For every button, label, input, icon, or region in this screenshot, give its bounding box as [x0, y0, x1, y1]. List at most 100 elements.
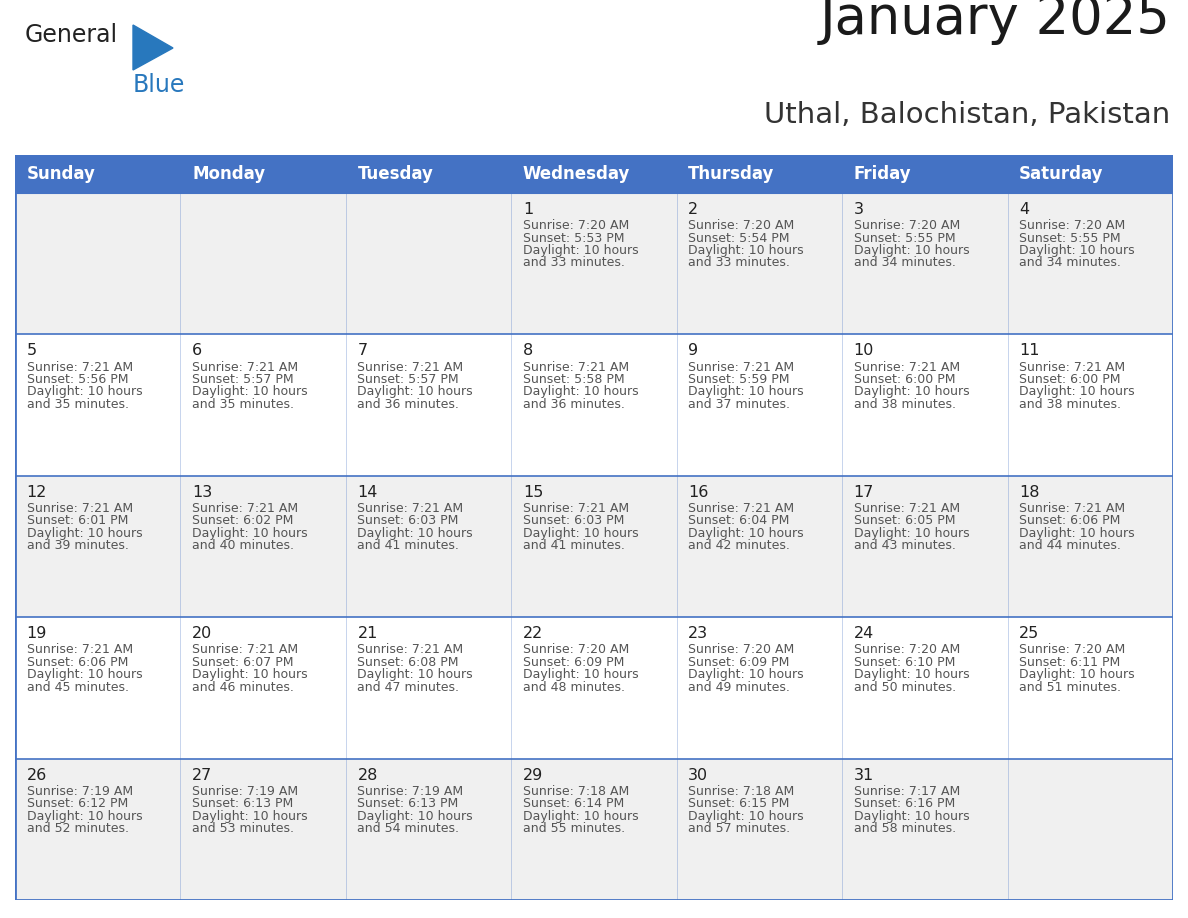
Text: and 54 minutes.: and 54 minutes.	[358, 822, 460, 835]
Text: Sunset: 6:00 PM: Sunset: 6:00 PM	[1019, 373, 1120, 386]
Text: Daylight: 10 hours: Daylight: 10 hours	[854, 668, 969, 681]
Text: Daylight: 10 hours: Daylight: 10 hours	[1019, 668, 1135, 681]
Text: Daylight: 10 hours: Daylight: 10 hours	[523, 244, 638, 257]
Text: Sunrise: 7:19 AM: Sunrise: 7:19 AM	[358, 785, 463, 798]
Text: 1: 1	[523, 202, 533, 217]
Text: Daylight: 10 hours: Daylight: 10 hours	[358, 668, 473, 681]
Text: and 53 minutes.: and 53 minutes.	[192, 822, 293, 835]
Text: 31: 31	[854, 767, 874, 782]
Text: Sunset: 5:55 PM: Sunset: 5:55 PM	[854, 231, 955, 244]
Text: Sunday: Sunday	[26, 165, 95, 183]
Text: Sunrise: 7:21 AM: Sunrise: 7:21 AM	[26, 361, 133, 374]
Text: January 2025: January 2025	[820, 0, 1170, 45]
Text: Sunrise: 7:20 AM: Sunrise: 7:20 AM	[1019, 644, 1125, 656]
Text: 5: 5	[26, 343, 37, 358]
Text: and 41 minutes.: and 41 minutes.	[523, 539, 625, 553]
Text: Sunrise: 7:20 AM: Sunrise: 7:20 AM	[854, 219, 960, 232]
Text: Sunrise: 7:18 AM: Sunrise: 7:18 AM	[523, 785, 630, 798]
Text: 27: 27	[192, 767, 213, 782]
Text: Sunrise: 7:19 AM: Sunrise: 7:19 AM	[26, 785, 133, 798]
Text: Sunrise: 7:21 AM: Sunrise: 7:21 AM	[358, 361, 463, 374]
Bar	[181, 334, 346, 476]
Text: Wednesday: Wednesday	[523, 165, 631, 183]
Text: and 57 minutes.: and 57 minutes.	[688, 822, 790, 835]
Bar	[346, 334, 511, 476]
Text: 8: 8	[523, 343, 533, 358]
Text: Daylight: 10 hours: Daylight: 10 hours	[192, 668, 308, 681]
Bar	[511, 334, 677, 476]
Text: 21: 21	[358, 626, 378, 641]
Bar	[677, 476, 842, 617]
Text: Saturday: Saturday	[1019, 165, 1104, 183]
Text: 28: 28	[358, 767, 378, 782]
Text: Sunset: 6:05 PM: Sunset: 6:05 PM	[854, 514, 955, 528]
Text: Sunset: 6:00 PM: Sunset: 6:00 PM	[854, 373, 955, 386]
Bar	[15, 758, 181, 900]
Bar	[181, 193, 346, 334]
Bar	[346, 155, 511, 193]
Text: Daylight: 10 hours: Daylight: 10 hours	[192, 386, 308, 398]
Bar	[1007, 334, 1173, 476]
Bar	[181, 476, 346, 617]
Bar	[15, 617, 181, 758]
Text: Sunset: 5:57 PM: Sunset: 5:57 PM	[358, 373, 459, 386]
Text: Sunrise: 7:21 AM: Sunrise: 7:21 AM	[26, 644, 133, 656]
Text: Sunrise: 7:20 AM: Sunrise: 7:20 AM	[523, 219, 630, 232]
Text: Sunset: 6:02 PM: Sunset: 6:02 PM	[192, 514, 293, 528]
Text: Daylight: 10 hours: Daylight: 10 hours	[854, 527, 969, 540]
Text: and 40 minutes.: and 40 minutes.	[192, 539, 293, 553]
Bar	[346, 758, 511, 900]
Text: and 35 minutes.: and 35 minutes.	[192, 397, 293, 411]
Text: Sunset: 6:06 PM: Sunset: 6:06 PM	[26, 655, 128, 669]
Text: Sunset: 5:56 PM: Sunset: 5:56 PM	[26, 373, 128, 386]
Text: and 47 minutes.: and 47 minutes.	[358, 680, 460, 694]
Text: Friday: Friday	[854, 165, 911, 183]
Text: Sunset: 5:54 PM: Sunset: 5:54 PM	[688, 231, 790, 244]
Text: 29: 29	[523, 767, 543, 782]
Text: 16: 16	[688, 485, 709, 499]
Text: Daylight: 10 hours: Daylight: 10 hours	[688, 810, 804, 823]
Text: Daylight: 10 hours: Daylight: 10 hours	[192, 527, 308, 540]
Text: 17: 17	[854, 485, 874, 499]
Text: Sunrise: 7:17 AM: Sunrise: 7:17 AM	[854, 785, 960, 798]
Bar	[677, 155, 842, 193]
Text: General: General	[25, 23, 118, 47]
Bar	[842, 155, 1007, 193]
Text: Sunrise: 7:21 AM: Sunrise: 7:21 AM	[192, 502, 298, 515]
Bar	[346, 617, 511, 758]
Text: and 38 minutes.: and 38 minutes.	[854, 397, 955, 411]
Text: Sunset: 6:07 PM: Sunset: 6:07 PM	[192, 655, 293, 669]
Text: Sunset: 6:09 PM: Sunset: 6:09 PM	[523, 655, 624, 669]
Text: Daylight: 10 hours: Daylight: 10 hours	[358, 527, 473, 540]
Text: and 55 minutes.: and 55 minutes.	[523, 822, 625, 835]
Bar	[511, 617, 677, 758]
Text: and 44 minutes.: and 44 minutes.	[1019, 539, 1121, 553]
Text: Daylight: 10 hours: Daylight: 10 hours	[688, 527, 804, 540]
Text: Sunset: 6:13 PM: Sunset: 6:13 PM	[192, 797, 293, 811]
Text: and 36 minutes.: and 36 minutes.	[523, 397, 625, 411]
Text: Sunset: 6:06 PM: Sunset: 6:06 PM	[1019, 514, 1120, 528]
Text: and 41 minutes.: and 41 minutes.	[358, 539, 460, 553]
Text: Daylight: 10 hours: Daylight: 10 hours	[523, 386, 638, 398]
Text: Sunrise: 7:21 AM: Sunrise: 7:21 AM	[1019, 361, 1125, 374]
Text: Sunrise: 7:20 AM: Sunrise: 7:20 AM	[688, 644, 795, 656]
Text: and 34 minutes.: and 34 minutes.	[854, 256, 955, 270]
Text: and 38 minutes.: and 38 minutes.	[1019, 397, 1121, 411]
Text: Sunrise: 7:21 AM: Sunrise: 7:21 AM	[192, 361, 298, 374]
Text: Daylight: 10 hours: Daylight: 10 hours	[358, 810, 473, 823]
Text: Daylight: 10 hours: Daylight: 10 hours	[1019, 386, 1135, 398]
Text: and 50 minutes.: and 50 minutes.	[854, 680, 956, 694]
Bar	[181, 617, 346, 758]
Text: Daylight: 10 hours: Daylight: 10 hours	[26, 810, 143, 823]
Text: Sunset: 6:03 PM: Sunset: 6:03 PM	[523, 514, 624, 528]
Text: Sunset: 5:53 PM: Sunset: 5:53 PM	[523, 231, 625, 244]
Text: Sunset: 6:13 PM: Sunset: 6:13 PM	[358, 797, 459, 811]
Text: 11: 11	[1019, 343, 1040, 358]
Bar	[842, 334, 1007, 476]
Text: and 46 minutes.: and 46 minutes.	[192, 680, 293, 694]
Text: Daylight: 10 hours: Daylight: 10 hours	[854, 386, 969, 398]
Text: and 39 minutes.: and 39 minutes.	[26, 539, 128, 553]
Text: Daylight: 10 hours: Daylight: 10 hours	[26, 668, 143, 681]
Text: Sunset: 6:15 PM: Sunset: 6:15 PM	[688, 797, 790, 811]
Text: 25: 25	[1019, 626, 1040, 641]
